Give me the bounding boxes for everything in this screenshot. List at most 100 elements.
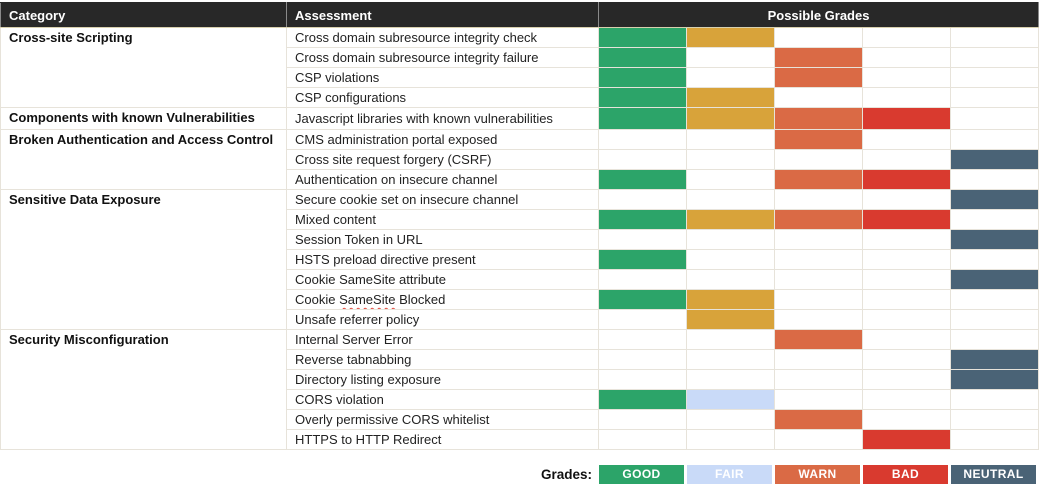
grade-cell-empty[interactable] (862, 47, 951, 68)
grade-cell-empty[interactable] (862, 189, 951, 210)
grade-cell-empty[interactable] (598, 229, 687, 250)
assessment-cell[interactable]: Cookie SameSite attribute (286, 269, 599, 290)
grade-cell-empty[interactable] (949, 329, 1039, 350)
grade-cell-amber[interactable] (686, 309, 775, 330)
grade-cell-empty[interactable] (598, 369, 687, 390)
grade-cell-empty[interactable] (774, 149, 863, 170)
grade-cell-amber[interactable] (686, 27, 775, 48)
assessment-cell[interactable]: HTTPS to HTTP Redirect (286, 429, 599, 450)
grade-cell-neutral[interactable] (949, 149, 1039, 170)
assessment-cell[interactable]: Mixed content (286, 209, 599, 230)
grade-cell-good[interactable] (598, 169, 687, 190)
assessment-cell[interactable]: Secure cookie set on insecure channel (286, 189, 599, 210)
assessment-cell[interactable]: Cross domain subresource integrity failu… (286, 47, 599, 68)
grade-cell-bad[interactable] (862, 169, 951, 190)
grade-cell-empty[interactable] (598, 329, 687, 350)
grade-cell-empty[interactable] (949, 107, 1039, 130)
assessment-cell[interactable]: CSP violations (286, 67, 599, 88)
assessment-cell[interactable]: Overly permissive CORS whitelist (286, 409, 599, 430)
grade-cell-empty[interactable] (774, 269, 863, 290)
grade-cell-empty[interactable] (598, 349, 687, 370)
grade-cell-empty[interactable] (949, 429, 1039, 450)
grade-cell-empty[interactable] (862, 269, 951, 290)
grade-cell-empty[interactable] (862, 409, 951, 430)
grade-cell-empty[interactable] (686, 429, 775, 450)
grade-cell-good[interactable] (598, 389, 687, 410)
assessment-cell[interactable]: Javascript libraries with known vulnerab… (286, 107, 599, 130)
grade-cell-warn[interactable] (774, 67, 863, 88)
grade-cell-empty[interactable] (949, 389, 1039, 410)
grade-cell-good[interactable] (598, 47, 687, 68)
category-cell[interactable]: Components with known Vulnerabilities (0, 107, 287, 130)
grade-cell-empty[interactable] (598, 269, 687, 290)
category-cell[interactable]: Security Misconfiguration (0, 329, 287, 450)
category-cell[interactable]: Cross-site Scripting (0, 27, 287, 108)
assessment-cell[interactable]: Authentication on insecure channel (286, 169, 599, 190)
grade-cell-empty[interactable] (598, 429, 687, 450)
grade-cell-empty[interactable] (598, 189, 687, 210)
grade-cell-neutral[interactable] (949, 369, 1039, 390)
grade-cell-empty[interactable] (686, 67, 775, 88)
grade-cell-empty[interactable] (598, 309, 687, 330)
assessment-cell[interactable]: Cross domain subresource integrity check (286, 27, 599, 48)
legend-chip-warn[interactable]: WARN (775, 465, 860, 484)
grade-cell-empty[interactable] (862, 27, 951, 48)
grade-cell-empty[interactable] (949, 409, 1039, 430)
grade-cell-empty[interactable] (686, 169, 775, 190)
grade-cell-empty[interactable] (774, 27, 863, 48)
assessment-cell[interactable]: CMS administration portal exposed (286, 129, 599, 150)
grade-cell-empty[interactable] (774, 309, 863, 330)
grade-cell-empty[interactable] (774, 289, 863, 310)
assessment-cell[interactable]: HSTS preload directive present (286, 249, 599, 270)
grade-cell-empty[interactable] (598, 409, 687, 430)
grade-cell-neutral[interactable] (949, 269, 1039, 290)
grade-cell-empty[interactable] (686, 129, 775, 150)
grade-cell-good[interactable] (598, 107, 687, 130)
grade-cell-bad[interactable] (862, 209, 951, 230)
grade-cell-good[interactable] (598, 67, 687, 88)
grade-cell-empty[interactable] (774, 87, 863, 108)
grade-cell-empty[interactable] (774, 229, 863, 250)
assessment-cell[interactable]: Session Token in URL (286, 229, 599, 250)
grade-cell-warn[interactable] (774, 169, 863, 190)
assessment-cell[interactable]: CSP configurations (286, 87, 599, 108)
legend-chip-good[interactable]: GOOD (599, 465, 684, 484)
grade-cell-empty[interactable] (598, 149, 687, 170)
grade-cell-empty[interactable] (949, 47, 1039, 68)
grade-cell-empty[interactable] (598, 129, 687, 150)
grade-cell-empty[interactable] (686, 409, 775, 430)
grade-cell-warn[interactable] (774, 47, 863, 68)
legend-chip-bad[interactable]: BAD (863, 465, 948, 484)
grade-cell-neutral[interactable] (949, 189, 1039, 210)
grade-cell-good[interactable] (598, 289, 687, 310)
grade-cell-amber[interactable] (686, 289, 775, 310)
grade-cell-empty[interactable] (774, 389, 863, 410)
assessment-cell[interactable]: Directory listing exposure (286, 369, 599, 390)
grade-cell-empty[interactable] (949, 87, 1039, 108)
grade-cell-empty[interactable] (774, 189, 863, 210)
grade-cell-empty[interactable] (949, 249, 1039, 270)
grade-cell-empty[interactable] (862, 349, 951, 370)
grade-cell-empty[interactable] (862, 309, 951, 330)
grade-cell-empty[interactable] (686, 229, 775, 250)
grade-cell-empty[interactable] (949, 209, 1039, 230)
grade-cell-empty[interactable] (774, 369, 863, 390)
grade-cell-bad[interactable] (862, 429, 951, 450)
grade-cell-empty[interactable] (774, 429, 863, 450)
grade-cell-good[interactable] (598, 27, 687, 48)
grade-cell-empty[interactable] (686, 149, 775, 170)
grade-cell-empty[interactable] (949, 129, 1039, 150)
grade-cell-empty[interactable] (949, 27, 1039, 48)
grade-cell-empty[interactable] (862, 87, 951, 108)
grade-cell-good[interactable] (598, 249, 687, 270)
grade-cell-empty[interactable] (686, 349, 775, 370)
grade-cell-empty[interactable] (862, 329, 951, 350)
grade-cell-empty[interactable] (862, 67, 951, 88)
grade-cell-empty[interactable] (862, 249, 951, 270)
assessment-cell[interactable]: Cross site request forgery (CSRF) (286, 149, 599, 170)
grade-cell-empty[interactable] (949, 169, 1039, 190)
category-cell[interactable]: Broken Authentication and Access Control (0, 129, 287, 190)
column-header-possible-grades[interactable]: Possible Grades (597, 2, 1039, 28)
assessment-cell[interactable]: Unsafe referrer policy (286, 309, 599, 330)
legend-chip-neutral[interactable]: NEUTRAL (951, 465, 1036, 484)
